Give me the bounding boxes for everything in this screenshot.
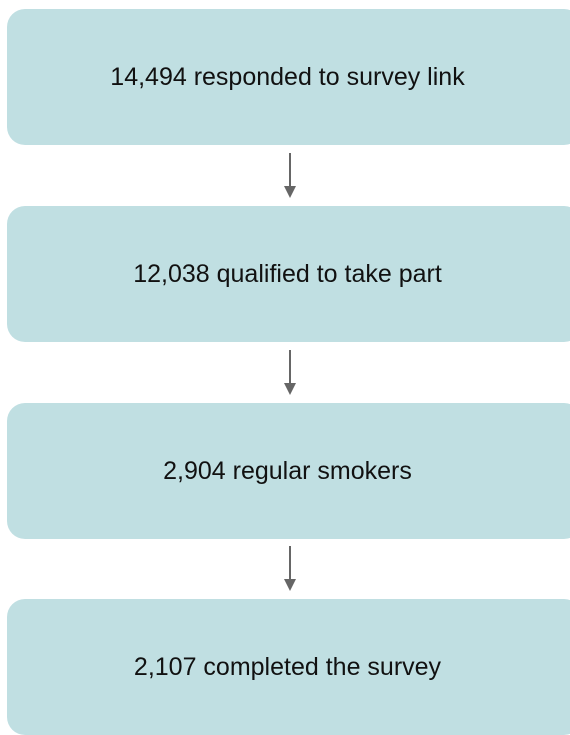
flow-step-qualified: 12,038 qualified to take part — [7, 206, 570, 342]
flow-step-label: 14,494 responded to survey link — [110, 62, 465, 91]
flow-step-completed: 2,107 completed the survey — [7, 599, 570, 735]
flow-step-label: 2,904 regular smokers — [163, 456, 412, 485]
down-arrow-icon — [284, 153, 296, 198]
flow-step-label: 2,107 completed the survey — [133, 652, 442, 681]
flow-step-responded: 14,494 responded to survey link — [7, 9, 570, 145]
flow-step-regular-smokers: 2,904 regular smokers — [7, 403, 570, 539]
flow-step-label: 12,038 qualified to take part — [133, 259, 442, 288]
down-arrow-icon — [284, 546, 296, 591]
down-arrow-icon — [284, 350, 296, 395]
